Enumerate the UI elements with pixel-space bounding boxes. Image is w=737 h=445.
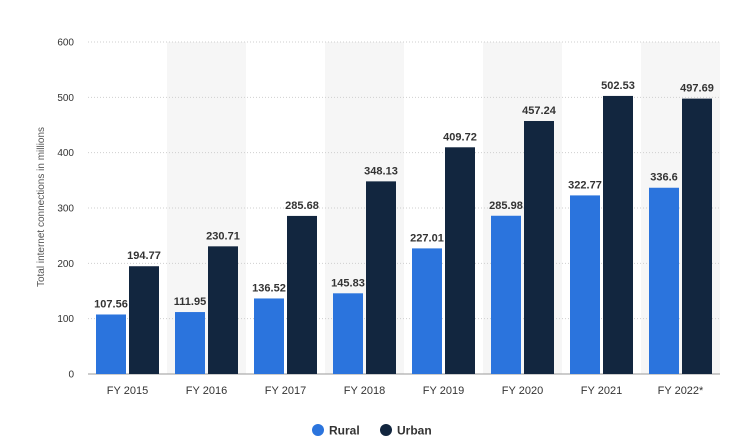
data-label: 111.95: [174, 296, 206, 308]
data-label: 107.56: [94, 298, 128, 310]
y-tick-label: 100: [57, 314, 74, 325]
legend-label-rural: Rural: [329, 424, 360, 438]
x-tick-label: FY 2015: [107, 385, 148, 397]
data-label: 136.52: [252, 282, 286, 294]
bar-rural: [175, 312, 205, 374]
bar-rural: [254, 298, 284, 374]
bar-rural: [333, 293, 363, 374]
data-label: 285.98: [489, 200, 523, 212]
legend-label-urban: Urban: [397, 424, 432, 438]
y-tick-label: 0: [68, 370, 74, 381]
y-tick-label: 400: [57, 148, 74, 159]
bar-urban: [682, 98, 712, 374]
y-tick-label: 600: [57, 38, 74, 49]
legend-marker-rural: [312, 424, 324, 436]
data-label: 145.83: [331, 277, 365, 289]
x-tick-label: FY 2017: [265, 385, 306, 397]
data-label: 502.53: [601, 80, 635, 92]
data-label: 285.68: [285, 200, 319, 212]
x-tick-label: FY 2018: [344, 385, 385, 397]
bar-rural: [491, 215, 521, 374]
x-axis-ticks: FY 2015 FY 2016 FY 2017 FY 2018 FY 2019 FY 20…: [107, 385, 704, 397]
x-tick-label: FY 2022*: [658, 385, 704, 397]
bars: [96, 95, 712, 374]
data-label: 322.77: [568, 179, 602, 191]
y-tick-label: 200: [57, 259, 74, 270]
bar-urban: [208, 246, 238, 374]
bar-rural: [570, 195, 600, 374]
x-tick-label: FY 2016: [186, 385, 227, 397]
y-tick-label: 300: [57, 204, 74, 215]
bar-rural: [412, 248, 442, 374]
bar-urban: [603, 95, 633, 374]
x-tick-label: FY 2021: [581, 385, 622, 397]
legend-marker-urban: [380, 424, 392, 436]
y-tick-label: 500: [57, 93, 74, 104]
bar-urban: [445, 147, 475, 374]
x-tick-label: FY 2019: [423, 385, 464, 397]
y-axis-ticks: 0 100 200 300 400 500 600: [57, 38, 74, 381]
bar-urban: [287, 215, 317, 374]
bar-urban: [129, 266, 159, 374]
bar-urban: [366, 181, 396, 374]
data-labels: 107.56 194.77 111.95 230.71 136.52 285.68 145.…: [94, 80, 714, 311]
data-label: 348.13: [364, 165, 398, 177]
data-label: 227.01: [410, 232, 444, 244]
data-label: 230.71: [206, 230, 240, 242]
data-label: 409.72: [443, 131, 477, 143]
legend: Rural Urban: [312, 424, 432, 438]
data-label: 497.69: [680, 83, 714, 95]
x-tick-label: FY 2020: [502, 385, 543, 397]
bar-rural: [96, 314, 126, 374]
data-label: 336.6: [650, 172, 678, 184]
data-label: 457.24: [522, 105, 557, 117]
bar-urban: [524, 120, 554, 374]
bar-rural: [649, 187, 679, 374]
y-axis-title: Total internet connections in millions: [36, 127, 47, 287]
data-label: 194.77: [127, 250, 161, 262]
